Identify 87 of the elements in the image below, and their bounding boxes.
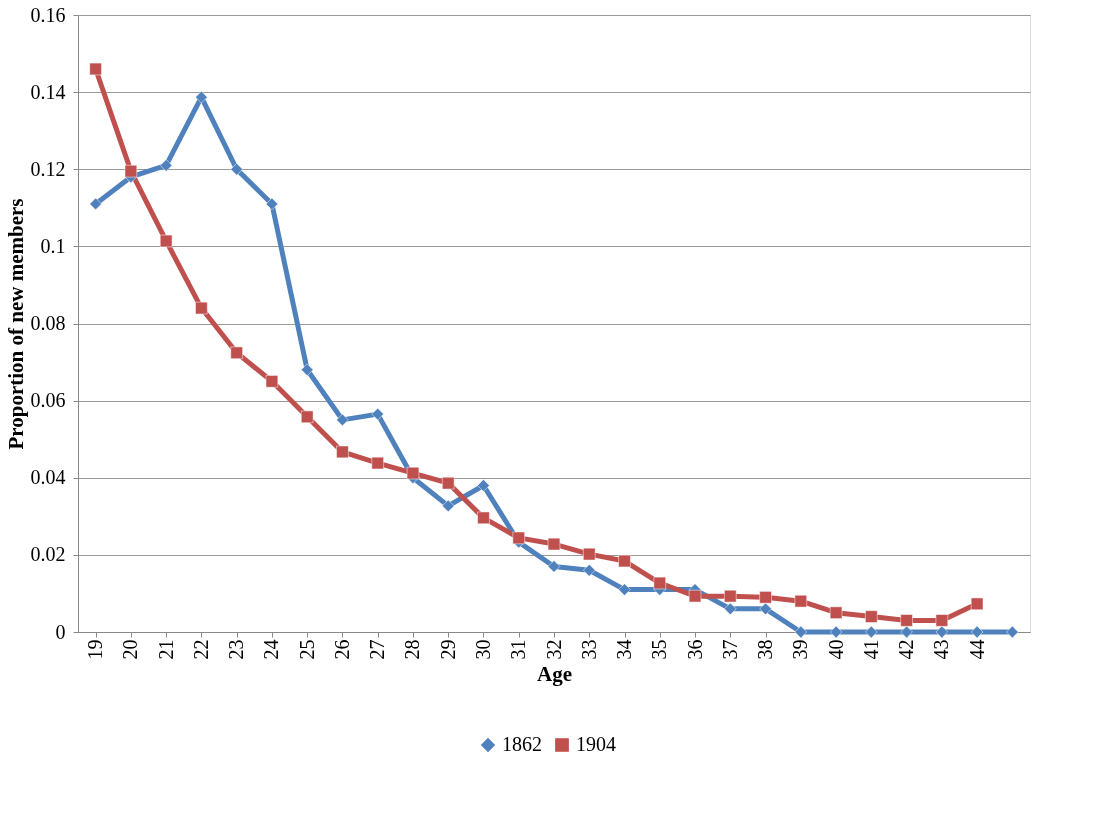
x-tick-label: 40 <box>824 639 847 660</box>
point <box>688 589 702 603</box>
point <box>547 560 561 573</box>
x-tick-label: 42 <box>895 639 918 660</box>
point <box>371 456 384 470</box>
x-tick-label: 32 <box>542 639 565 660</box>
legend-label: 1862 <box>502 733 542 755</box>
point <box>265 375 279 388</box>
point <box>195 90 208 104</box>
legend-label: 1904 <box>576 733 616 755</box>
point <box>442 476 455 490</box>
x-tick-label: 19 <box>84 639 107 660</box>
x-tick-label: 39 <box>789 639 812 660</box>
x-tick-label: 35 <box>648 639 671 660</box>
point <box>371 407 384 421</box>
y-tick-label: 0.12 <box>30 157 66 180</box>
point <box>794 625 807 639</box>
x-tick-label: 23 <box>225 639 248 660</box>
x-axis-title: Age <box>537 661 572 686</box>
point <box>724 589 737 603</box>
point <box>230 163 243 176</box>
y-axis-title: Proportion of new members <box>3 198 28 450</box>
x-tick-label: 31 <box>507 639 530 660</box>
point <box>865 625 878 639</box>
y-tick-label: 0.14 <box>30 80 66 103</box>
point <box>159 234 173 248</box>
point <box>759 602 772 616</box>
point <box>935 625 949 639</box>
point <box>477 511 490 525</box>
point <box>900 625 913 639</box>
point <box>618 554 631 568</box>
point <box>829 606 843 619</box>
y-tick-label: 0.04 <box>30 466 66 489</box>
point <box>900 614 913 627</box>
x-tick-label: 25 <box>295 639 318 660</box>
point <box>653 576 666 590</box>
x-tick-label: 22 <box>189 639 212 660</box>
point <box>829 625 843 639</box>
x-tick-label: 34 <box>613 639 636 660</box>
point <box>759 591 772 604</box>
point <box>794 594 807 608</box>
x-tick-label: 41 <box>859 639 882 660</box>
point <box>195 301 208 315</box>
x-tick-label: 37 <box>718 639 741 660</box>
point <box>970 625 984 639</box>
point <box>336 445 349 459</box>
y-tick-label: 0.06 <box>30 389 66 412</box>
y-tick-label: 0.1 <box>40 234 66 257</box>
x-tick-label: 28 <box>401 639 424 660</box>
point <box>159 159 173 172</box>
point <box>618 583 631 596</box>
x-tick-label: 30 <box>471 639 494 660</box>
x-tick-label: 29 <box>436 639 459 660</box>
point <box>865 610 878 623</box>
point <box>583 564 596 577</box>
point <box>970 597 984 611</box>
point <box>230 346 243 359</box>
point <box>512 531 525 545</box>
point <box>477 479 490 492</box>
x-tick-label: 43 <box>930 639 953 660</box>
point <box>583 547 596 561</box>
point <box>124 165 138 178</box>
x-tick-label: 36 <box>683 639 706 660</box>
x-tick-label: 33 <box>577 639 600 660</box>
y-tick-label: 0 <box>55 620 66 643</box>
point <box>724 602 737 616</box>
x-tick-label: 20 <box>119 639 142 660</box>
point <box>406 466 420 480</box>
point <box>442 499 455 513</box>
x-tick-label: 21 <box>154 639 177 660</box>
point <box>1006 625 1019 639</box>
point <box>89 62 102 76</box>
y-tick-label: 0.16 <box>30 3 66 26</box>
point <box>89 197 102 211</box>
x-tick-label: 27 <box>366 639 389 660</box>
x-tick-label: 26 <box>330 639 353 660</box>
point <box>336 413 349 427</box>
point <box>935 614 949 627</box>
x-tick-label: 24 <box>260 639 283 660</box>
point <box>301 410 314 423</box>
x-tick-label: 44 <box>965 639 988 660</box>
x-tick-label: 38 <box>754 639 777 660</box>
point <box>265 197 279 211</box>
y-tick-label: 0.08 <box>30 312 66 334</box>
point <box>301 363 314 376</box>
y-tick-label: 0.02 <box>30 543 66 566</box>
point <box>547 537 561 551</box>
